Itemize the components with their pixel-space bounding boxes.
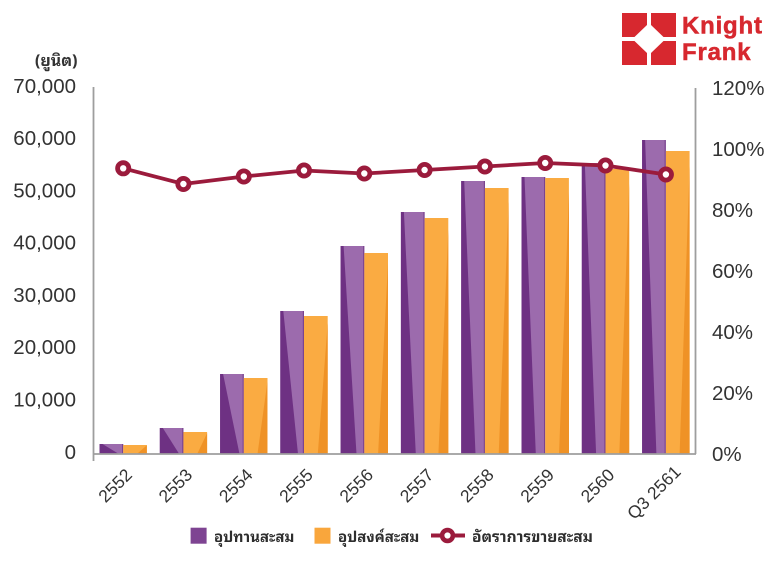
svg-text:60,000: 60,000 [13,127,76,150]
svg-text:20%: 20% [712,382,753,405]
svg-text:60%: 60% [712,260,753,283]
svg-text:0%: 0% [712,443,742,466]
svg-text:0: 0 [65,441,76,464]
svg-text:70,000: 70,000 [13,75,76,98]
svg-text:30,000: 30,000 [13,284,76,307]
svg-text:40%: 40% [712,321,753,344]
svg-text:40,000: 40,000 [13,232,76,255]
svg-text:Knight: Knight [682,13,763,40]
svg-text:20,000: 20,000 [13,336,76,359]
svg-text:10,000: 10,000 [13,389,76,412]
svg-text:50,000: 50,000 [13,179,76,202]
svg-text:80%: 80% [712,199,753,222]
svg-text:120%: 120% [712,77,764,100]
svg-text:100%: 100% [712,138,764,161]
svg-text:Frank: Frank [682,39,751,66]
